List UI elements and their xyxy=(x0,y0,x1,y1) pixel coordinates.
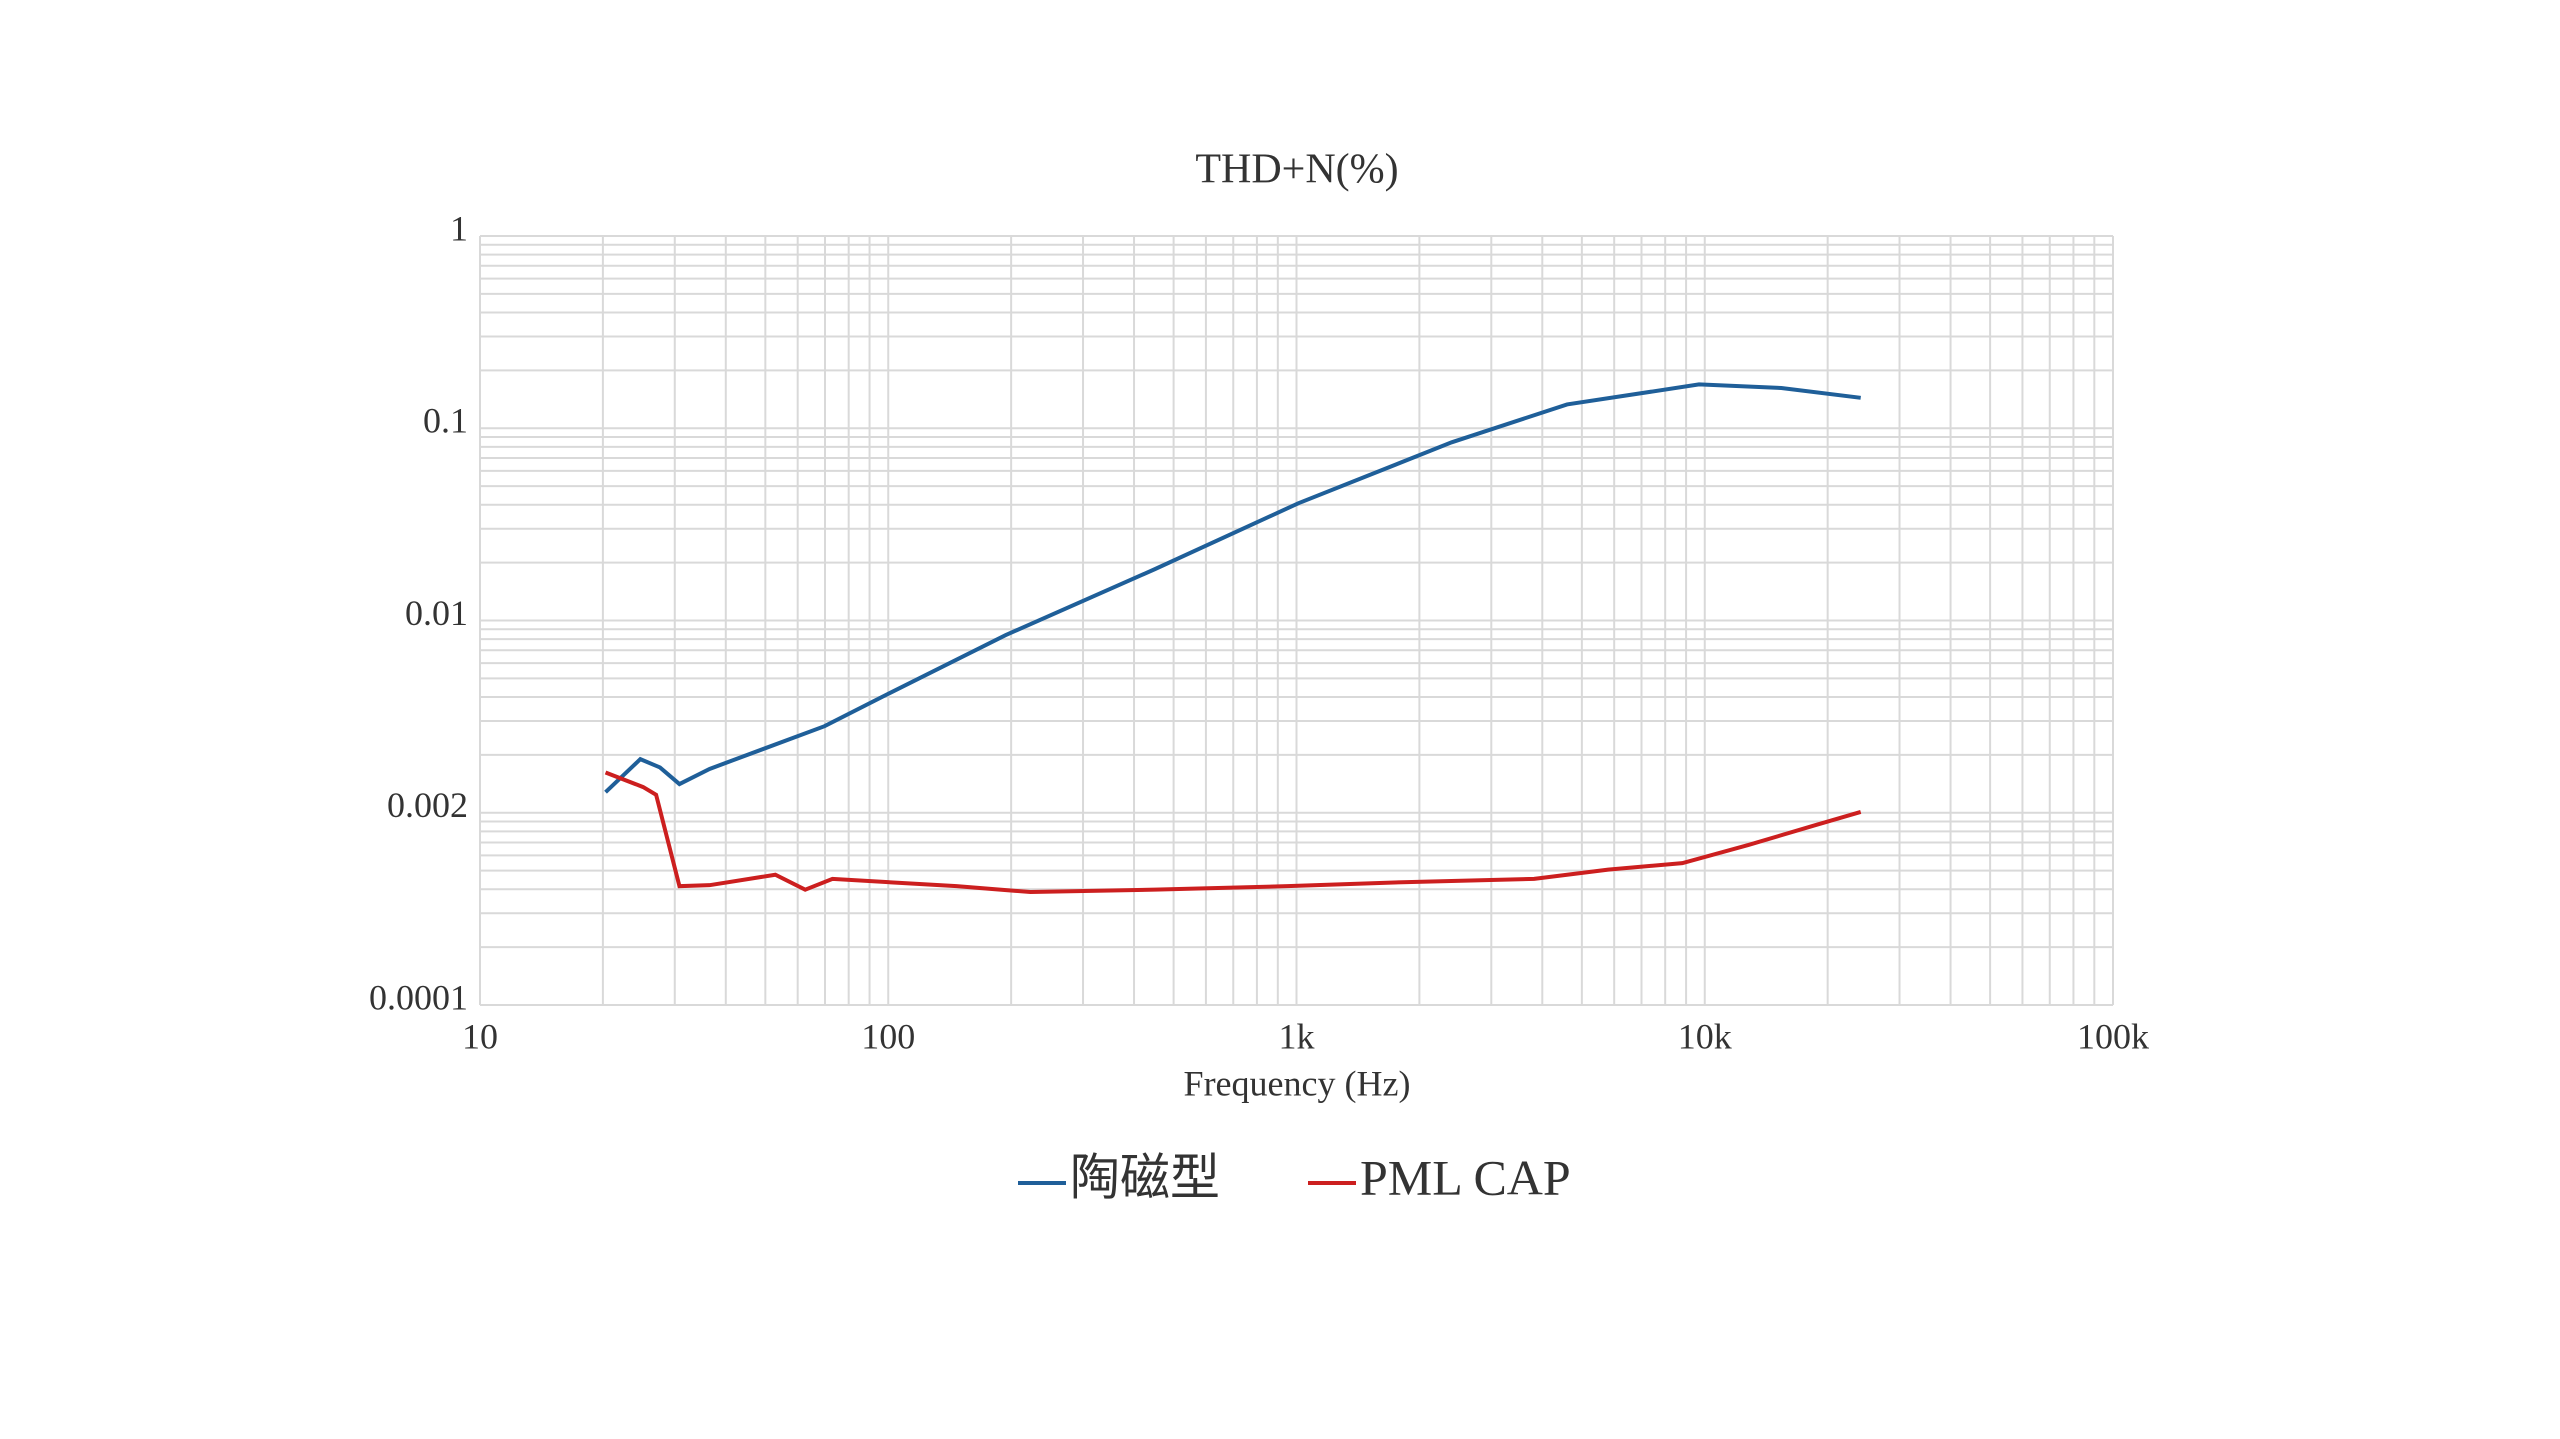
x-tick-label: 100k xyxy=(2077,1016,2149,1056)
y-tick-label: 0.002 xyxy=(387,785,468,825)
y-tick-label: 0.01 xyxy=(405,593,468,633)
x-tick-label: 100 xyxy=(861,1016,915,1056)
legend-label: PML CAP xyxy=(1360,1149,1571,1205)
x-axis-label: Frequency (Hz) xyxy=(1184,1063,1411,1103)
legend-label: 陶磁型 xyxy=(1070,1149,1220,1205)
chart-title: THD+N(%) xyxy=(1195,147,1398,193)
x-tick-label: 1k xyxy=(1279,1016,1315,1056)
x-tick-label: 10 xyxy=(462,1016,498,1056)
y-tick-label: 0.0001 xyxy=(369,977,468,1017)
y-tick-label: 1 xyxy=(450,208,468,248)
y-tick-label: 0.1 xyxy=(423,401,468,441)
series-line xyxy=(604,770,1862,895)
x-tick-label: 10k xyxy=(1678,1016,1732,1056)
series-line xyxy=(604,382,1861,794)
